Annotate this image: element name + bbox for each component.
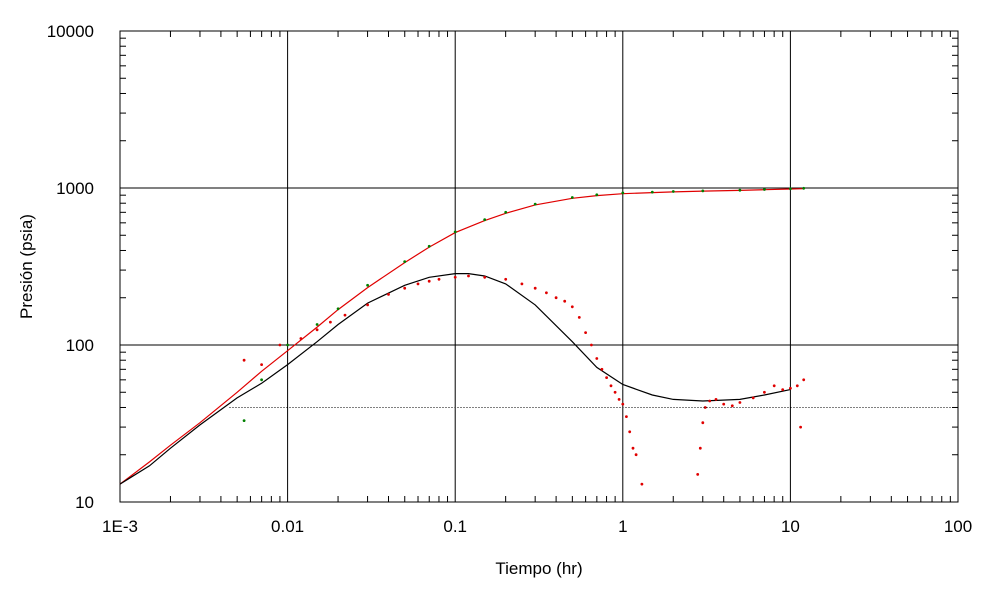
series-3-point: [634, 453, 638, 457]
series-3-point: [609, 384, 613, 388]
series-3-point: [584, 331, 587, 334]
series-3-point: [640, 482, 644, 486]
series-3-point: [802, 378, 806, 382]
series-3-point: [278, 343, 282, 347]
series-1-point: [701, 189, 705, 193]
series-3-point: [467, 274, 470, 278]
series-3-point: [590, 343, 593, 347]
series-3-point: [366, 303, 369, 307]
x-tick-label-2: 0.1: [443, 517, 467, 536]
series-3-point: [613, 390, 617, 394]
series-1-point: [315, 323, 319, 326]
series-3-point: [427, 279, 431, 283]
series-3-point: [708, 399, 712, 403]
series-1-point: [570, 196, 574, 199]
series-1-point: [427, 244, 431, 248]
series-3-point: [722, 402, 726, 406]
series-1-point: [403, 260, 407, 263]
series-3-point: [343, 313, 347, 317]
series-1-point: [789, 187, 792, 191]
series-3-point: [781, 388, 785, 391]
series-1-point: [336, 307, 340, 311]
series-1-point: [533, 202, 537, 206]
series-3-point: [730, 404, 734, 408]
series-1-point: [671, 190, 675, 193]
y-tick-label-2: 1000: [56, 179, 94, 198]
x-tick-label-5: 100: [944, 517, 972, 536]
x-tick-label-4: 10: [781, 517, 800, 536]
grid: [119, 30, 959, 503]
series-3-point: [617, 398, 621, 401]
series-1-point: [260, 378, 263, 382]
series-3-point: [329, 320, 332, 324]
series-1-point: [504, 210, 508, 214]
series-3-point: [554, 296, 558, 300]
series-3-point: [299, 337, 303, 340]
y-tick-label-0: 10: [75, 493, 94, 512]
series-3-point: [795, 384, 799, 388]
series-3-point: [799, 425, 802, 429]
x-tick-labels: 1E-3 0.01 0.1 1 10 100: [102, 517, 972, 536]
series-3-point: [577, 316, 581, 319]
series-1-point: [366, 283, 369, 287]
series-3-point: [595, 357, 599, 360]
series-1-point: [595, 193, 599, 197]
series-3-point: [772, 384, 776, 388]
series-3-point: [600, 367, 604, 371]
series-3-point: [628, 430, 632, 434]
series-3-point: [789, 386, 792, 390]
series-3-point: [533, 286, 537, 290]
series-0-line: [119, 188, 804, 485]
series-3-point: [387, 293, 390, 296]
series-3-point: [403, 286, 407, 290]
series-1-point: [242, 419, 246, 422]
series-3-point: [696, 473, 700, 476]
series-3-point: [416, 282, 420, 286]
x-axis-title: Tiempo (hr): [495, 559, 582, 578]
y-tick-labels: 10 100 1000 10000: [47, 22, 94, 512]
series-3-point: [570, 305, 574, 309]
series-layer: [119, 186, 958, 486]
series-1-point: [621, 191, 625, 195]
series-3-point: [242, 358, 246, 362]
y-tick-label-1: 100: [66, 336, 94, 355]
series-3-point: [315, 328, 319, 332]
series-3-point: [605, 376, 608, 379]
x-tick-label-1: 0.01: [271, 517, 304, 536]
y-axis-title: Presión (psia): [17, 214, 36, 319]
x-tick-label-3: 1: [618, 517, 627, 536]
series-1-point: [286, 343, 289, 347]
series-3-point: [751, 396, 755, 400]
series-3-point: [520, 282, 524, 286]
series-3-point: [714, 398, 718, 401]
plot-frame: [119, 30, 959, 503]
series-3-point: [738, 401, 742, 404]
series-1-point: [650, 190, 654, 194]
series-3-point: [437, 277, 441, 281]
series-1-point: [763, 188, 766, 191]
series-3-point: [631, 446, 635, 450]
series-3-point: [563, 299, 567, 303]
series-1-point: [802, 186, 806, 190]
series-3-point: [698, 446, 702, 450]
series-2-line: [119, 273, 791, 485]
series-3-point: [260, 363, 263, 366]
series-1-point: [453, 230, 457, 234]
series-3-point: [545, 291, 548, 295]
series-3-point: [483, 275, 487, 279]
series-3-point: [504, 277, 508, 281]
series-3-point: [701, 421, 705, 425]
series-3-point: [703, 406, 707, 409]
y-tick-label-3: 10000: [47, 22, 94, 41]
series-3-point: [453, 275, 457, 279]
series-3-point: [763, 390, 766, 394]
series-3-point: [621, 402, 625, 406]
series-1-point: [483, 218, 487, 222]
series-3-point: [625, 415, 628, 418]
series-1-point: [738, 188, 742, 192]
x-tick-label-0: 1E-3: [102, 517, 138, 536]
